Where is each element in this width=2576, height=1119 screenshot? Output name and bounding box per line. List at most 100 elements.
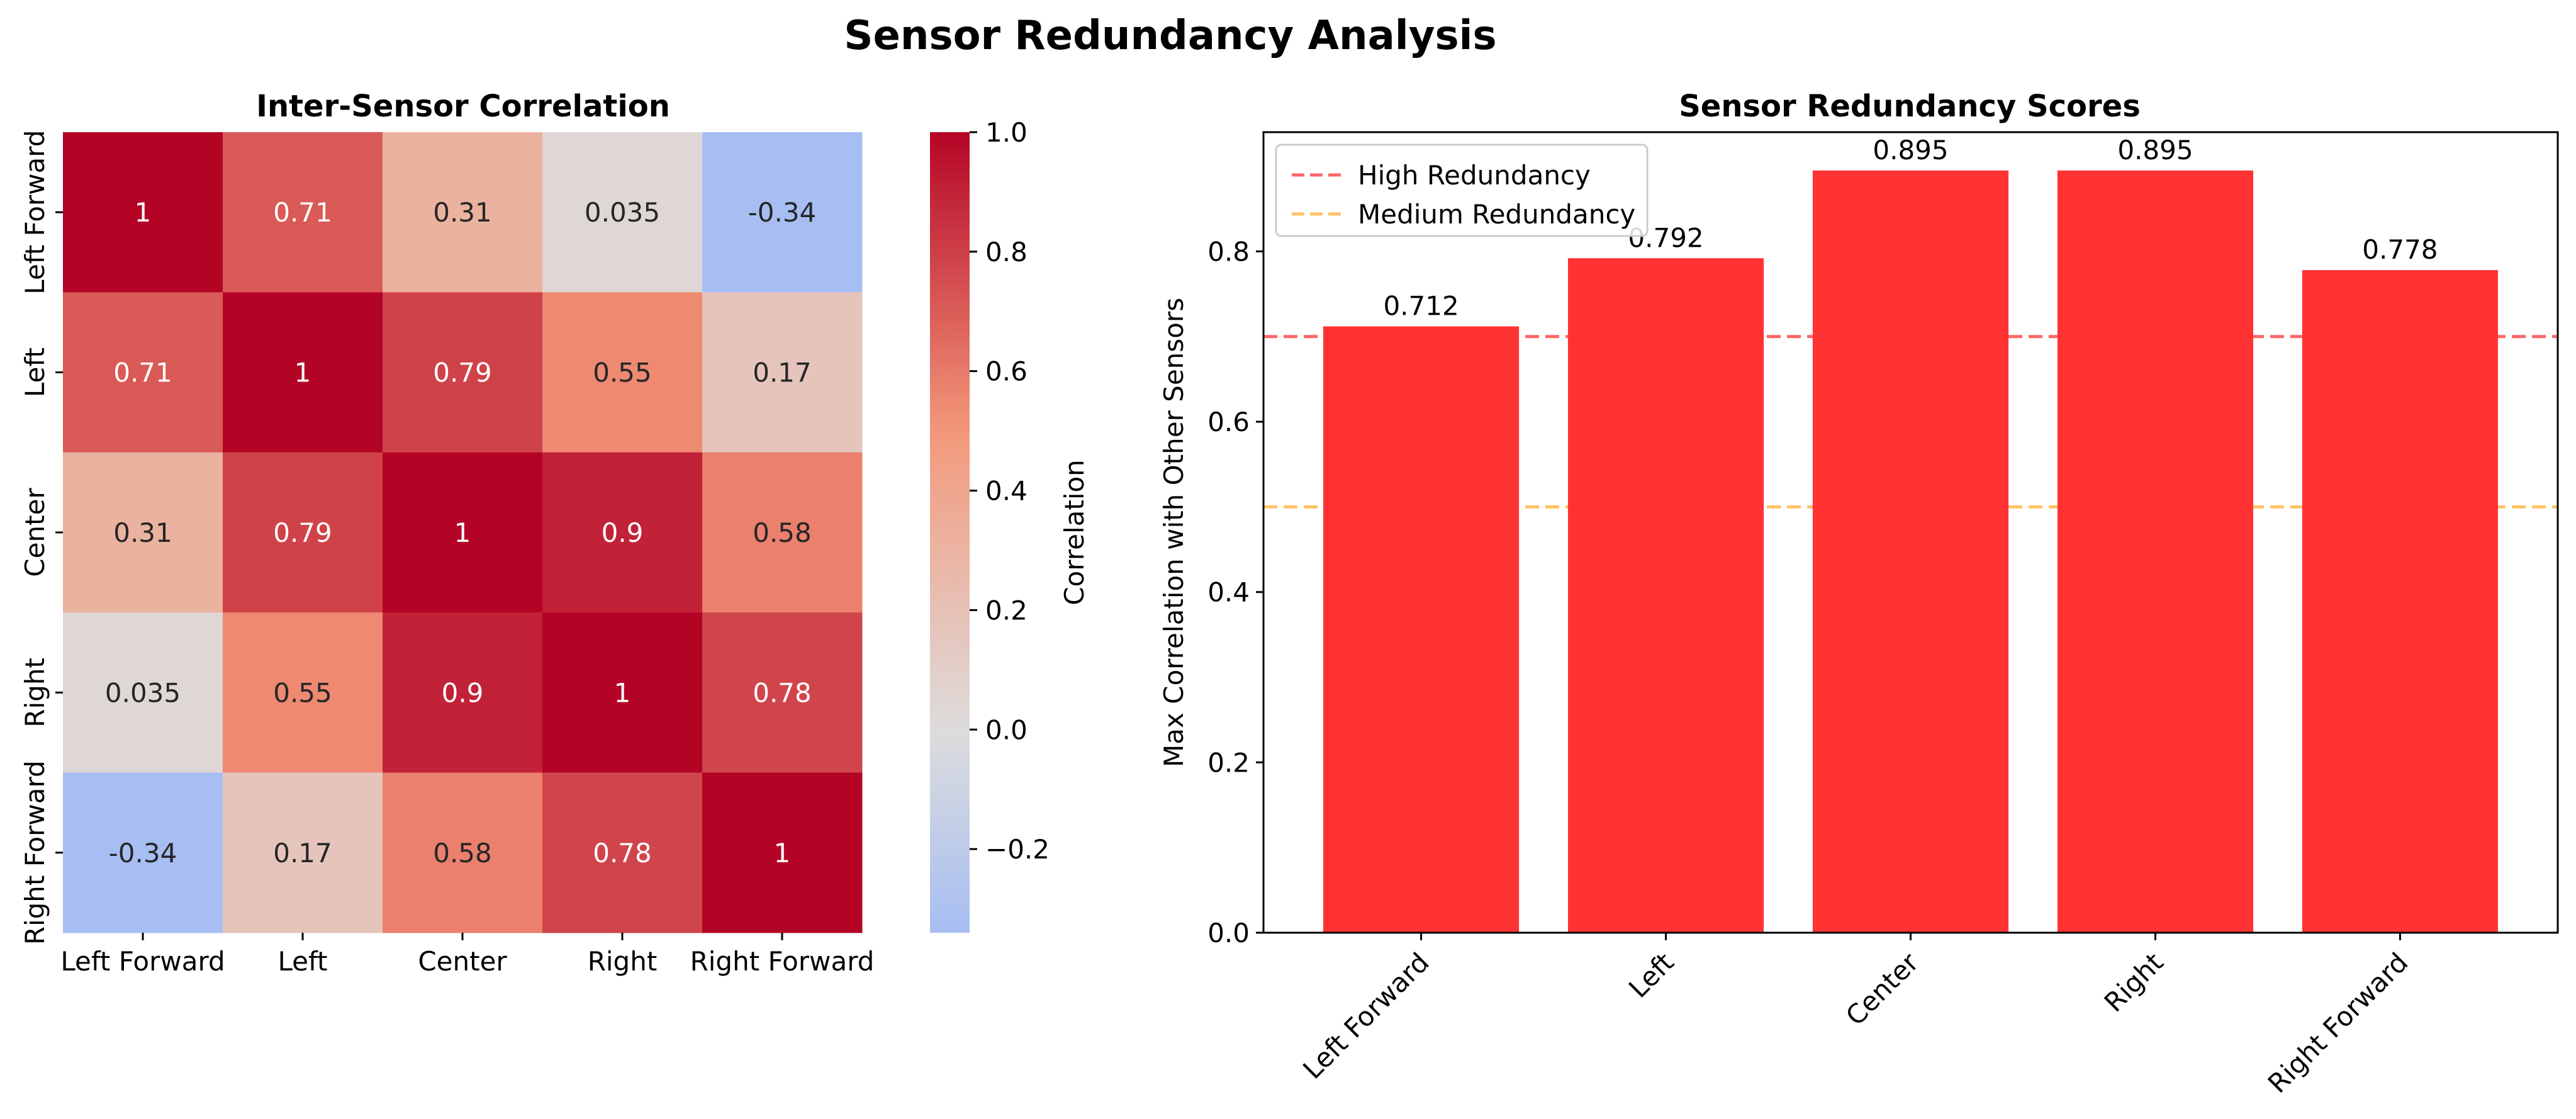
bar-value-label: 0.712 xyxy=(1383,291,1459,322)
bar xyxy=(2057,170,2254,933)
bar-x-tick-label: Left xyxy=(1623,947,1680,1004)
colorbar-tick-label: 0.8 xyxy=(985,237,1028,267)
bar-panel: Sensor Redundancy Scores 0.7120.7920.895… xyxy=(1158,89,2559,1099)
heatmap-cell xyxy=(63,132,223,293)
heatmap-cell xyxy=(223,292,383,453)
bar-y-tick-label: 0.8 xyxy=(1207,236,1250,267)
heatmap-cell-value: 0.17 xyxy=(273,838,332,869)
bar-value-label: 0.895 xyxy=(2117,135,2193,166)
heatmap-cell xyxy=(542,452,703,613)
heatmap-cell-value: 0.58 xyxy=(433,838,492,869)
heatmap-cell xyxy=(383,772,543,933)
colorbar-tick-label: 1.0 xyxy=(985,117,1028,148)
bar xyxy=(1567,258,1764,933)
heatmap-cell-value: 1 xyxy=(454,517,471,548)
bar-x-tick-label: Right Forward xyxy=(2262,947,2414,1099)
heatmap-cell-value: 0.71 xyxy=(113,357,172,388)
heatmap-y-tick-label: Center xyxy=(20,488,50,577)
heatmap-y-tick-label: Left xyxy=(20,347,50,397)
heatmap-cell xyxy=(383,132,543,293)
heatmap-cell xyxy=(383,452,543,613)
heatmap-cell xyxy=(542,772,703,933)
heatmap-cell xyxy=(702,292,863,453)
heatmap-cell-value: 0.17 xyxy=(753,357,812,388)
heatmap-x-tick-label: Center xyxy=(418,946,507,977)
heatmap-cell-value: 0.55 xyxy=(593,357,652,388)
heatmap-cell-value: 0.78 xyxy=(753,677,812,708)
heatmap-cell-value: 0.035 xyxy=(585,197,660,228)
heatmap-cells: 1 0.71 0.31 0.035 -0.34 0.71 1 0.79 0.55 0.17 0.31… xyxy=(63,132,863,933)
bars xyxy=(1323,170,2498,933)
colorbar-label: Correlation xyxy=(1059,459,1090,605)
heatmap-cell-value: 0.79 xyxy=(273,517,332,548)
bar-x-tick-label: Right xyxy=(2098,947,2170,1018)
heatmap-cell xyxy=(702,612,863,773)
heatmap-cell-value: 0.58 xyxy=(753,517,812,548)
heatmap-x-tick-label: Right xyxy=(588,946,658,977)
heatmap-cell xyxy=(702,132,863,293)
heatmap-y-tick-label: Right xyxy=(20,658,50,728)
heatmap-cell xyxy=(63,292,223,453)
heatmap-cell-value: 1 xyxy=(135,197,152,228)
colorbar xyxy=(930,132,970,933)
bar xyxy=(2302,270,2498,933)
heatmap-cell-value: 1 xyxy=(774,838,791,869)
colorbar-tick-label: 0.6 xyxy=(985,356,1028,387)
bar-x-tick-label: Left Forward xyxy=(1297,947,1435,1084)
bar-value-label: 0.895 xyxy=(1873,135,1948,166)
heatmap-cell xyxy=(223,772,383,933)
bar-y-tick-label: 0.6 xyxy=(1207,407,1250,437)
heatmap-y-tick-labels: Left Forward Left Center Right Right Forward xyxy=(20,130,63,945)
heatmap-cell-value: -0.34 xyxy=(109,838,177,869)
heatmap-cell-value: 0.31 xyxy=(433,197,492,228)
heatmap-y-tick-label: Right Forward xyxy=(20,760,50,945)
bar-chart-title: Sensor Redundancy Scores xyxy=(1679,89,2141,124)
figure-title: Sensor Redundancy Analysis xyxy=(844,13,1496,59)
heatmap-cell-value: 0.55 xyxy=(273,677,332,708)
bar-y-tick-label: 0.4 xyxy=(1207,577,1250,608)
heatmap-cell xyxy=(383,292,543,453)
heatmap-cell-value: 1 xyxy=(614,677,631,708)
bar-y-ticks: 0.0 0.2 0.4 0.6 0.8 xyxy=(1207,236,1263,948)
heatmap-cell-value: 0.9 xyxy=(602,517,644,548)
bar-y-tick-label: 0.2 xyxy=(1207,747,1250,778)
legend-entry-label: High Redundancy xyxy=(1358,160,1591,191)
bar-x-tick-label: Center xyxy=(1840,947,1925,1032)
heatmap-x-tick-label: Left Forward xyxy=(60,946,225,977)
heatmap-cell-value: 0.78 xyxy=(593,838,652,869)
heatmap-y-tick-label: Left Forward xyxy=(20,130,50,295)
heatmap-cell-value: 0.71 xyxy=(273,197,332,228)
heatmap-cell-value: 1 xyxy=(294,357,311,388)
heatmap-cell xyxy=(223,612,383,773)
legend-box xyxy=(1275,143,1649,237)
bar-x-ticks: Left Forward Left Center Right Right Forward xyxy=(1297,933,2414,1099)
heatmap-cell-value: -0.34 xyxy=(748,197,817,228)
colorbar-ticks: 1.0 0.8 0.6 0.4 0.2 0.0 −0.2 xyxy=(970,117,1050,865)
heatmap-cell-value: 0.035 xyxy=(105,677,181,708)
bar xyxy=(1323,326,1520,933)
legend-entry-label: Medium Redundancy xyxy=(1358,199,1635,230)
heatmap-cell xyxy=(223,452,383,613)
heatmap-cell xyxy=(542,292,703,453)
colorbar-tick-label: −0.2 xyxy=(985,834,1050,865)
heatmap-cell xyxy=(63,452,223,613)
legend: High Redundancy Medium Redundancy xyxy=(1275,143,1649,237)
heatmap-cell xyxy=(702,772,863,933)
heatmap-cell xyxy=(63,612,223,773)
bar-value-label: 0.778 xyxy=(2362,234,2438,265)
heatmap-cell xyxy=(542,612,703,773)
bar-axes-frame xyxy=(1262,131,2559,934)
colorbar-tick-label: 0.2 xyxy=(985,595,1028,626)
heatmap-x-tick-labels: Left Forward Left Center Right Right Forward xyxy=(60,933,874,977)
heatmap-cell xyxy=(542,132,703,293)
bar-y-tick-label: 0.0 xyxy=(1207,918,1250,948)
heatmap-title: Inter-Sensor Correlation xyxy=(256,89,670,124)
heatmap-cell-value: 0.31 xyxy=(113,517,172,548)
heatmap-cell xyxy=(223,132,383,293)
bar xyxy=(1812,170,2009,933)
heatmap-cell-value: 0.9 xyxy=(442,677,484,708)
heatmap-cell xyxy=(63,772,223,933)
heatmap-x-tick-label: Right Forward xyxy=(690,946,875,977)
